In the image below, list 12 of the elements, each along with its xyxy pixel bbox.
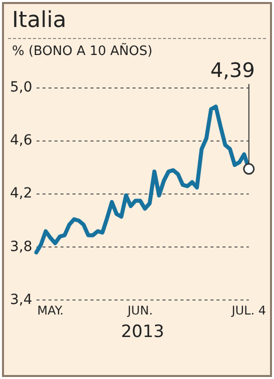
annotation: 4,39 xyxy=(210,58,255,82)
chart-subtitle: % (BONO A 10 AÑOS) xyxy=(12,44,152,59)
x-axis-title: 2013 xyxy=(120,322,164,342)
x-tick-label: MAY. xyxy=(37,304,64,318)
y-tick-label: 3,4 xyxy=(10,292,32,308)
y-tick-label: 4,2 xyxy=(10,186,32,202)
chart-title: Italia xyxy=(12,8,66,33)
x-tick-label: JUN. xyxy=(126,304,153,318)
y-tick-label: 4,6 xyxy=(10,132,32,149)
y-tick-label: 3,8 xyxy=(10,238,32,255)
x-tick-label: JUL. 4 xyxy=(230,304,266,318)
y-tick-label: 5,0 xyxy=(10,80,32,96)
